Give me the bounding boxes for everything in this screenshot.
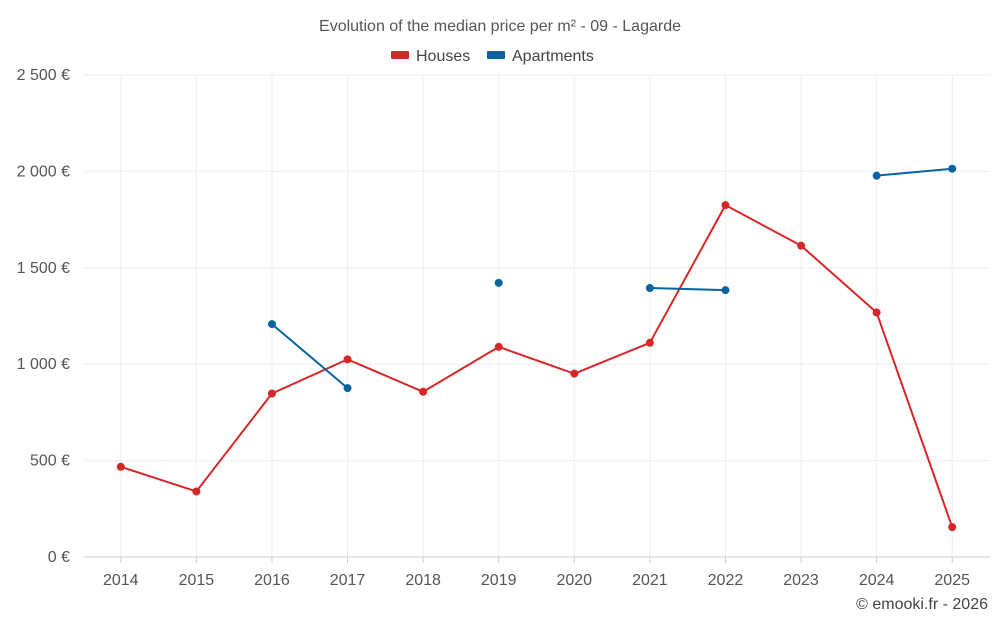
grid-lines bbox=[83, 74, 990, 558]
x-tick-label: 2018 bbox=[405, 572, 441, 589]
data-point[interactable] bbox=[267, 320, 276, 329]
data-point[interactable] bbox=[116, 462, 125, 471]
series-line-segment bbox=[648, 287, 727, 292]
data-point[interactable] bbox=[494, 342, 503, 351]
x-tick-label: 2014 bbox=[103, 572, 139, 589]
x-tick-label: 2023 bbox=[783, 572, 819, 589]
y-tick-label: 2 500 € bbox=[17, 67, 70, 84]
series-line-segment bbox=[800, 244, 878, 314]
x-tick-label: 2022 bbox=[708, 572, 744, 589]
series-apartments bbox=[267, 164, 957, 393]
legend-label: Houses bbox=[416, 48, 470, 65]
x-tick-label: 2025 bbox=[934, 572, 970, 589]
x-tick-label: 2020 bbox=[556, 572, 592, 589]
data-point[interactable] bbox=[419, 387, 428, 396]
data-point[interactable] bbox=[570, 369, 579, 378]
legend-item-houses[interactable]: Houses bbox=[391, 48, 470, 65]
series-line-segment bbox=[497, 345, 576, 375]
data-point[interactable] bbox=[267, 389, 276, 398]
data-point[interactable] bbox=[948, 523, 957, 532]
series-line-segment bbox=[270, 358, 349, 395]
x-tick-label: 2021 bbox=[632, 572, 668, 589]
legend-swatch bbox=[487, 51, 505, 59]
x-axis: 2014 2015 2016 2017 2018 2019 2020 2021 2022 2023… bbox=[83, 556, 990, 589]
data-point[interactable] bbox=[343, 384, 352, 393]
credit-text: © emooki.fr - 2026 bbox=[856, 596, 988, 613]
data-point[interactable] bbox=[192, 487, 201, 496]
data-point[interactable] bbox=[721, 201, 730, 210]
legend-label: Apartments bbox=[512, 48, 594, 65]
data-point[interactable] bbox=[872, 171, 881, 180]
series-line-segment bbox=[875, 167, 954, 177]
data-point[interactable] bbox=[872, 308, 881, 317]
y-tick-label: 1 500 € bbox=[17, 260, 70, 277]
series-line-segment bbox=[195, 392, 273, 493]
x-tick-label: 2017 bbox=[330, 572, 366, 589]
data-point[interactable] bbox=[494, 278, 503, 287]
y-tick-label: 2 000 € bbox=[17, 163, 70, 180]
data-point[interactable] bbox=[645, 338, 654, 347]
legend[interactable]: Houses Apartments bbox=[391, 48, 594, 65]
x-tick-label: 2016 bbox=[254, 572, 290, 589]
data-point[interactable] bbox=[721, 286, 730, 295]
legend-item-apartments[interactable]: Apartments bbox=[487, 48, 594, 65]
series-houses bbox=[116, 201, 957, 532]
data-point[interactable] bbox=[645, 284, 654, 293]
y-tick-label: 1 000 € bbox=[17, 356, 70, 373]
data-point[interactable] bbox=[343, 355, 352, 364]
x-tick-label: 2015 bbox=[179, 572, 215, 589]
y-tick-label: 500 € bbox=[30, 453, 70, 470]
series-line-segment bbox=[573, 341, 651, 375]
y-tick-label: 0 € bbox=[48, 549, 70, 566]
series-line-segment bbox=[724, 204, 803, 247]
chart-title: Evolution of the median price per m² - 0… bbox=[319, 18, 681, 35]
series-line-segment bbox=[270, 323, 349, 390]
data-point[interactable] bbox=[797, 241, 806, 250]
series-line-segment bbox=[422, 345, 500, 393]
data-point[interactable] bbox=[948, 164, 957, 173]
series-line-segment bbox=[648, 204, 727, 344]
y-axis: 0 € 500 € 1 000 € 1 500 € 2 000 € 2 500 € bbox=[17, 67, 70, 566]
x-tick-label: 2024 bbox=[859, 572, 895, 589]
series-line-segment bbox=[346, 358, 425, 393]
series-layer bbox=[116, 164, 957, 532]
legend-swatch bbox=[391, 51, 409, 59]
series-line-segment bbox=[875, 311, 954, 529]
x-tick-label: 2019 bbox=[481, 572, 517, 589]
series-line-segment bbox=[119, 465, 198, 493]
